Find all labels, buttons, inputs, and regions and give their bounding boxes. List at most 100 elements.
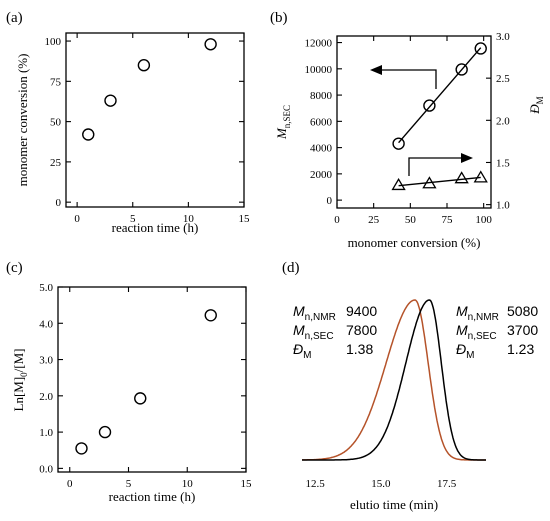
c-data-point	[204, 309, 217, 322]
ylabel-c-main: Ln[M]	[11, 377, 26, 412]
panel-d-label: (d)	[282, 260, 300, 276]
d-ann-left-value: 1.38	[346, 341, 373, 357]
panel-b-ylabel-left: Mn,SEC	[274, 105, 292, 140]
b-ytick-right-label: 2.5	[496, 73, 510, 85]
a-ytick-label: 0	[56, 197, 62, 209]
a-xtick-label: 15	[239, 213, 251, 225]
panel-c-label: (c)	[6, 260, 23, 276]
c-ytick-label: 5.0	[39, 282, 53, 294]
a-data-point	[137, 59, 151, 72]
b-ytick-left-label: 8000	[310, 90, 333, 102]
c-xtick-label: 0	[67, 478, 73, 490]
c-data-point	[98, 425, 112, 439]
b-triangle-point	[422, 176, 437, 189]
panel-d-xlabel: elutio time (min)	[350, 497, 438, 512]
d-ann-right-label: Mn,NMR	[456, 303, 499, 323]
panel-a-label: (a)	[6, 10, 23, 26]
b-triangle-point	[454, 171, 469, 184]
d-ann-left-label: Mn,SEC	[293, 322, 334, 342]
panel-a-xlabel: reaction time (h)	[112, 220, 199, 235]
d-ann-right-label: ĐM	[456, 341, 474, 361]
right-arrow-path	[408, 157, 463, 176]
d-ann-symbol: Đ	[456, 341, 466, 357]
a-data-point	[104, 94, 117, 107]
c-ytick-label: 3.0	[39, 355, 53, 367]
ylabel-c-tail: /[M]	[11, 348, 26, 372]
left-arrowhead-icon	[370, 65, 382, 75]
panel-b: (b) 0 25 50 75 100 0 2000 4000 6000 8000 10000 1200…	[270, 10, 545, 250]
c-data-point	[75, 442, 88, 455]
panel-c-frame	[57, 286, 247, 473]
b-xtick-label: 100	[475, 214, 492, 226]
b-xtick-label: 50	[405, 214, 417, 226]
panel-b-label: (b)	[270, 10, 288, 26]
ylabel-left-main: M	[274, 127, 289, 140]
d-ann-right-label: Mn,SEC	[456, 322, 497, 342]
d-ann-subscript: M	[303, 350, 311, 361]
panel-a-ylabel: monomer conversion (%)	[15, 54, 30, 187]
d-ann-left-label: ĐM	[293, 341, 311, 361]
panel-b-marks	[391, 42, 488, 191]
panel-b-arrows	[370, 65, 473, 176]
b-ytick-left-label: 2000	[310, 169, 333, 181]
a-ytick-label: 25	[50, 157, 62, 169]
c-xtick-label: 10	[182, 478, 194, 490]
panel-a-frame	[65, 32, 245, 208]
c-ytick-label: 4.0	[39, 318, 53, 330]
panel-d-ticks: 12.5 15.0 17.5	[306, 478, 457, 490]
d-ann-symbol: M	[456, 303, 468, 319]
a-ytick-label: 100	[45, 36, 62, 48]
panel-b-frame	[336, 35, 492, 209]
a-data-point	[204, 38, 217, 51]
d-ann-symbol: M	[293, 322, 305, 338]
ylabel-left-sub: n,SEC	[282, 105, 292, 128]
d-xtick-label: 17.5	[437, 478, 457, 490]
b-fit-line-right	[398, 176, 481, 187]
a-data-point	[82, 128, 95, 141]
panel-a: (a) 0 5 10 15 0 25 50 75 100 reaction time (h) m…	[6, 10, 250, 235]
c-ytick-label: 0.0	[39, 463, 53, 475]
b-circle-point	[392, 137, 405, 150]
b-xtick-label: 25	[368, 214, 380, 226]
b-triangle-point	[391, 177, 406, 191]
b-ytick-left-label: 6000	[310, 116, 333, 128]
d-ann-left-value: 7800	[346, 322, 377, 338]
b-ytick-right-label: 2.0	[496, 115, 510, 127]
panel-c-ylabel: Ln[M]0/[M]	[11, 348, 29, 411]
panel-b-xlabel: monomer conversion (%)	[348, 235, 481, 250]
panel-a-marks	[82, 38, 217, 141]
ylabel-c-sub: 0	[19, 372, 29, 377]
right-arrowhead-icon	[461, 153, 473, 163]
panel-c-ticks: 0 5 10 15 0.0 1.0 2.0 3.0 4.0 5.0	[39, 282, 252, 490]
d-ann-subscript: M	[466, 350, 474, 361]
b-ytick-left-label: 12000	[305, 38, 333, 50]
panel-d-marks	[302, 299, 486, 461]
ylabel-right-sub: M	[535, 96, 545, 104]
d-xtick-label: 15.0	[371, 478, 391, 490]
c-xtick-label: 15	[241, 478, 253, 490]
b-ytick-right-label: 1.5	[496, 157, 510, 169]
b-ytick-left-label: 0	[327, 195, 333, 207]
d-ann-subscript: n,NMR	[468, 312, 499, 323]
a-xtick-label: 0	[74, 213, 80, 225]
d-xtick-label: 12.5	[306, 478, 326, 490]
panel-b-ylabel-right: ĐM	[527, 96, 545, 114]
a-ytick-label: 50	[50, 117, 62, 129]
b-ytick-left-label: 10000	[305, 64, 333, 76]
panel-b-ticks: 0 25 50 75 100 0 2000 4000 6000 8000 10000 12000 1.0…	[305, 31, 511, 226]
d-trace-brown	[302, 299, 486, 461]
d-ann-subscript: n,NMR	[305, 312, 336, 323]
d-ann-symbol: M	[456, 322, 468, 338]
left-arrow-path	[380, 69, 437, 89]
a-xtick-label: 10	[183, 213, 195, 225]
panel-a-ticks: 0 5 10 15 0 25 50 75 100	[45, 33, 251, 225]
b-circle-point	[455, 63, 468, 76]
b-circle-point	[423, 99, 436, 112]
a-xtick-label: 5	[130, 213, 136, 225]
d-ann-symbol: Đ	[293, 341, 303, 357]
a-ytick-label: 75	[50, 76, 62, 88]
b-ytick-right-label: 1.0	[496, 200, 510, 212]
b-xtick-label: 75	[442, 214, 454, 226]
d-ann-symbol: M	[293, 303, 305, 319]
